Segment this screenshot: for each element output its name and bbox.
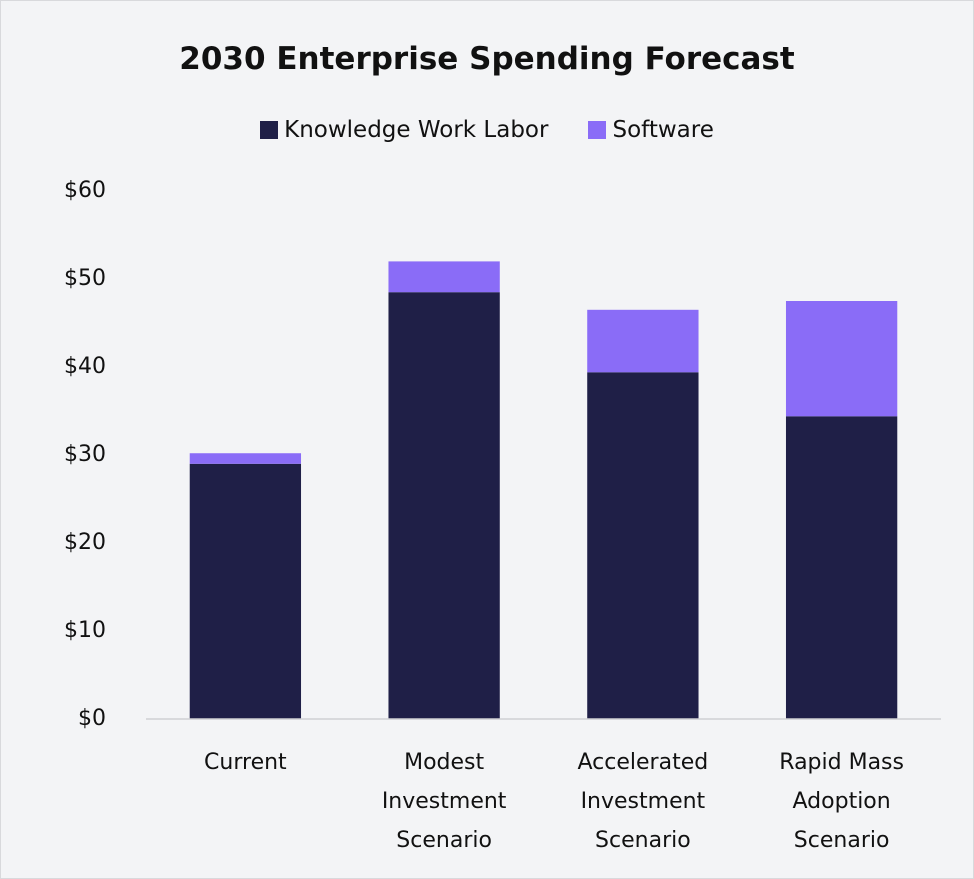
bar-segment <box>587 372 699 719</box>
legend-swatch <box>588 121 607 139</box>
legend: Knowledge Work Labor Software <box>1 117 973 143</box>
bar-segment <box>388 261 500 293</box>
y-tick-label: $0 <box>78 706 106 731</box>
bar-segment <box>785 301 898 417</box>
legend-swatch <box>260 121 279 139</box>
legend-label: Software <box>612 117 714 143</box>
legend-item: Knowledge Work Labor <box>260 117 548 143</box>
chart-title: 2030 Enterprise Spending Forecast <box>179 41 795 77</box>
x-tick-label: Accelerated Investment Scenario <box>577 750 709 853</box>
y-tick-label: $60 <box>64 178 106 203</box>
y-tick-label: $20 <box>64 530 106 555</box>
y-tick-label: $30 <box>64 442 106 467</box>
y-tick-label: $40 <box>64 354 106 379</box>
legend-item: Software <box>588 117 714 143</box>
bar-segment <box>189 463 302 719</box>
y-tick-label: $50 <box>64 266 106 291</box>
bar-segment <box>189 453 302 464</box>
x-tick-label: Modest Investment Scenario <box>381 750 507 853</box>
x-tick-label: Current <box>204 750 287 775</box>
bar-segment <box>388 292 500 719</box>
legend-label: Knowledge Work Labor <box>284 117 549 143</box>
y-tick-label: $10 <box>64 618 106 643</box>
x-tick-label: Rapid Mass Adoption Scenario <box>779 750 904 853</box>
bar-segment <box>785 416 898 719</box>
bar-segment <box>587 309 699 373</box>
